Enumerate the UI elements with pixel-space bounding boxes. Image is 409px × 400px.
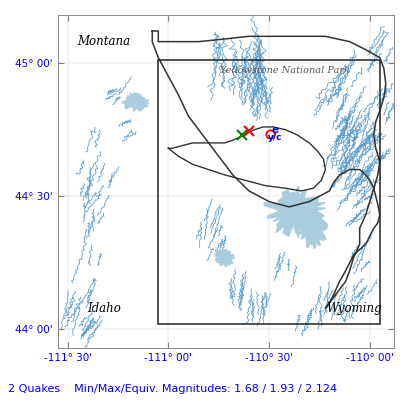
Bar (158, 60, 379, 324)
Text: 2 Quakes    Min/Max/Equiv. Magnitudes: 1.68 / 1.93 / 2.124: 2 Quakes Min/Max/Equiv. Magnitudes: 1.68… (8, 384, 337, 394)
Text: Wyoming: Wyoming (325, 302, 380, 315)
Polygon shape (122, 93, 148, 111)
Text: Yellowstone National Park: Yellowstone National Park (220, 66, 349, 76)
Polygon shape (263, 186, 325, 238)
Text: e: e (271, 125, 278, 135)
Polygon shape (299, 208, 327, 249)
Text: y/c: y/c (267, 133, 282, 142)
Text: Idaho: Idaho (87, 302, 121, 315)
Text: Montana: Montana (77, 35, 130, 48)
Polygon shape (215, 249, 234, 267)
